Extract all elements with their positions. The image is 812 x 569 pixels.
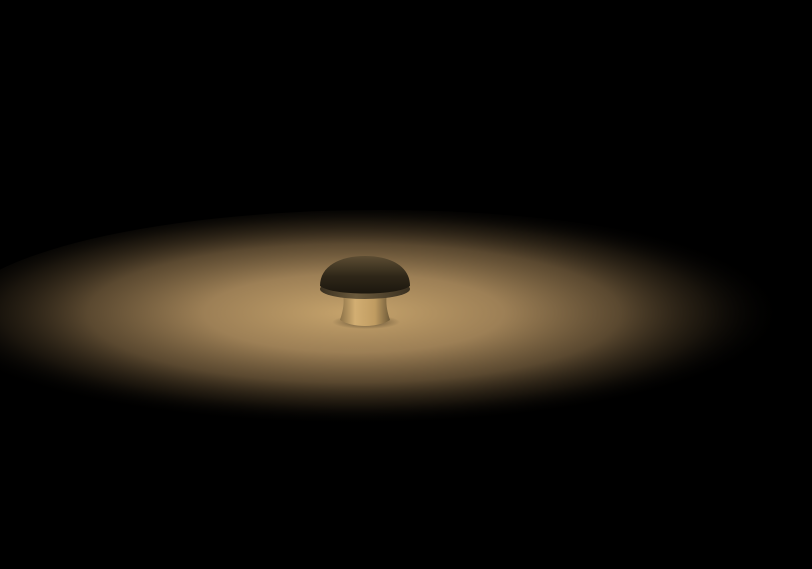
light-pool [0, 210, 810, 434]
mushroom-cap [320, 256, 410, 294]
mushroom-stem [340, 294, 390, 326]
